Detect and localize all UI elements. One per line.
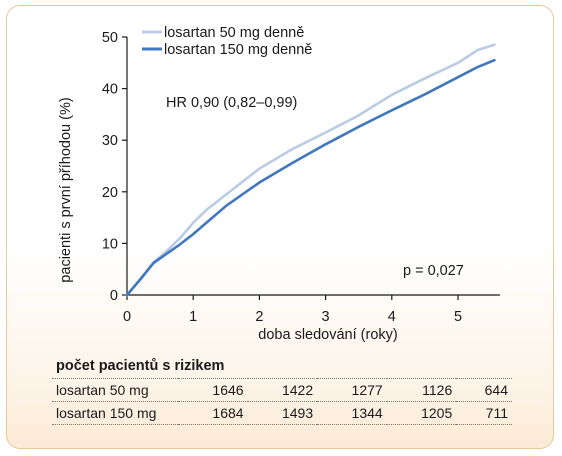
table-cell: 1277 (317, 378, 387, 402)
x-tick-label: 4 (388, 309, 396, 325)
x-tick-label: 1 (189, 309, 197, 325)
x-axis-label: doba sledování (roky) (258, 327, 397, 343)
table-cell: 1205 (386, 401, 457, 425)
y-tick-label: 50 (102, 30, 118, 46)
x-tick-label: 5 (454, 309, 462, 325)
x-tick-label: 2 (255, 309, 263, 325)
series-line-2 (125, 58, 496, 297)
hazard-ratio-annotation: HR 0,90 (0,82–0,99) (166, 95, 297, 111)
y-tick-label: 40 (102, 82, 118, 98)
row-label: losartan 50 mg (52, 378, 178, 402)
table-cell: 711 (456, 401, 512, 425)
annotations: HR 0,90 (0,82–0,99) p = 0,027 (166, 95, 464, 279)
table-cell: 1422 (247, 378, 318, 402)
legend-label-1: losartan 50 mg denně (164, 25, 304, 41)
row-label: losartan 150 mg (52, 401, 178, 425)
risk-table-title: počet pacientů s rizikem (56, 358, 225, 374)
chart: 0 10 20 30 40 50 0 1 2 3 4 5 losartan 50 mg dennělo… (58, 25, 500, 343)
p-value-annotation: p = 0,027 (403, 263, 464, 279)
legend-label-2: losartan 150 mg denně (164, 42, 312, 58)
table-cell: 1646 (178, 378, 248, 402)
x-tick-label: 3 (322, 309, 330, 325)
y-tick-label: 0 (110, 288, 118, 304)
y-axis-label: pacienti s první příhodou (%) (58, 97, 74, 282)
series-line-1 (125, 43, 496, 297)
y-tick-label: 30 (102, 133, 118, 149)
risk-table: losartan 50 mg 1646 1422 1277 1126 644 l… (52, 378, 512, 425)
axes: 0 10 20 30 40 50 0 1 2 3 4 5 (102, 30, 500, 325)
figure-card (6, 5, 554, 449)
y-tick-label: 20 (102, 185, 118, 201)
table-cell: 1493 (247, 401, 318, 425)
table-cell: 1684 (178, 401, 248, 425)
table-cell: 1344 (317, 401, 387, 425)
table-row: losartan 50 mg 1646 1422 1277 1126 644 (52, 378, 512, 402)
x-tick-label: 0 (123, 309, 131, 325)
series-lines (125, 43, 496, 297)
table-row: losartan 150 mg 1684 1493 1344 1205 711 (52, 401, 512, 425)
table-cell: 1126 (386, 378, 457, 402)
table-cell: 644 (456, 378, 512, 402)
y-tick-label: 10 (102, 236, 118, 252)
